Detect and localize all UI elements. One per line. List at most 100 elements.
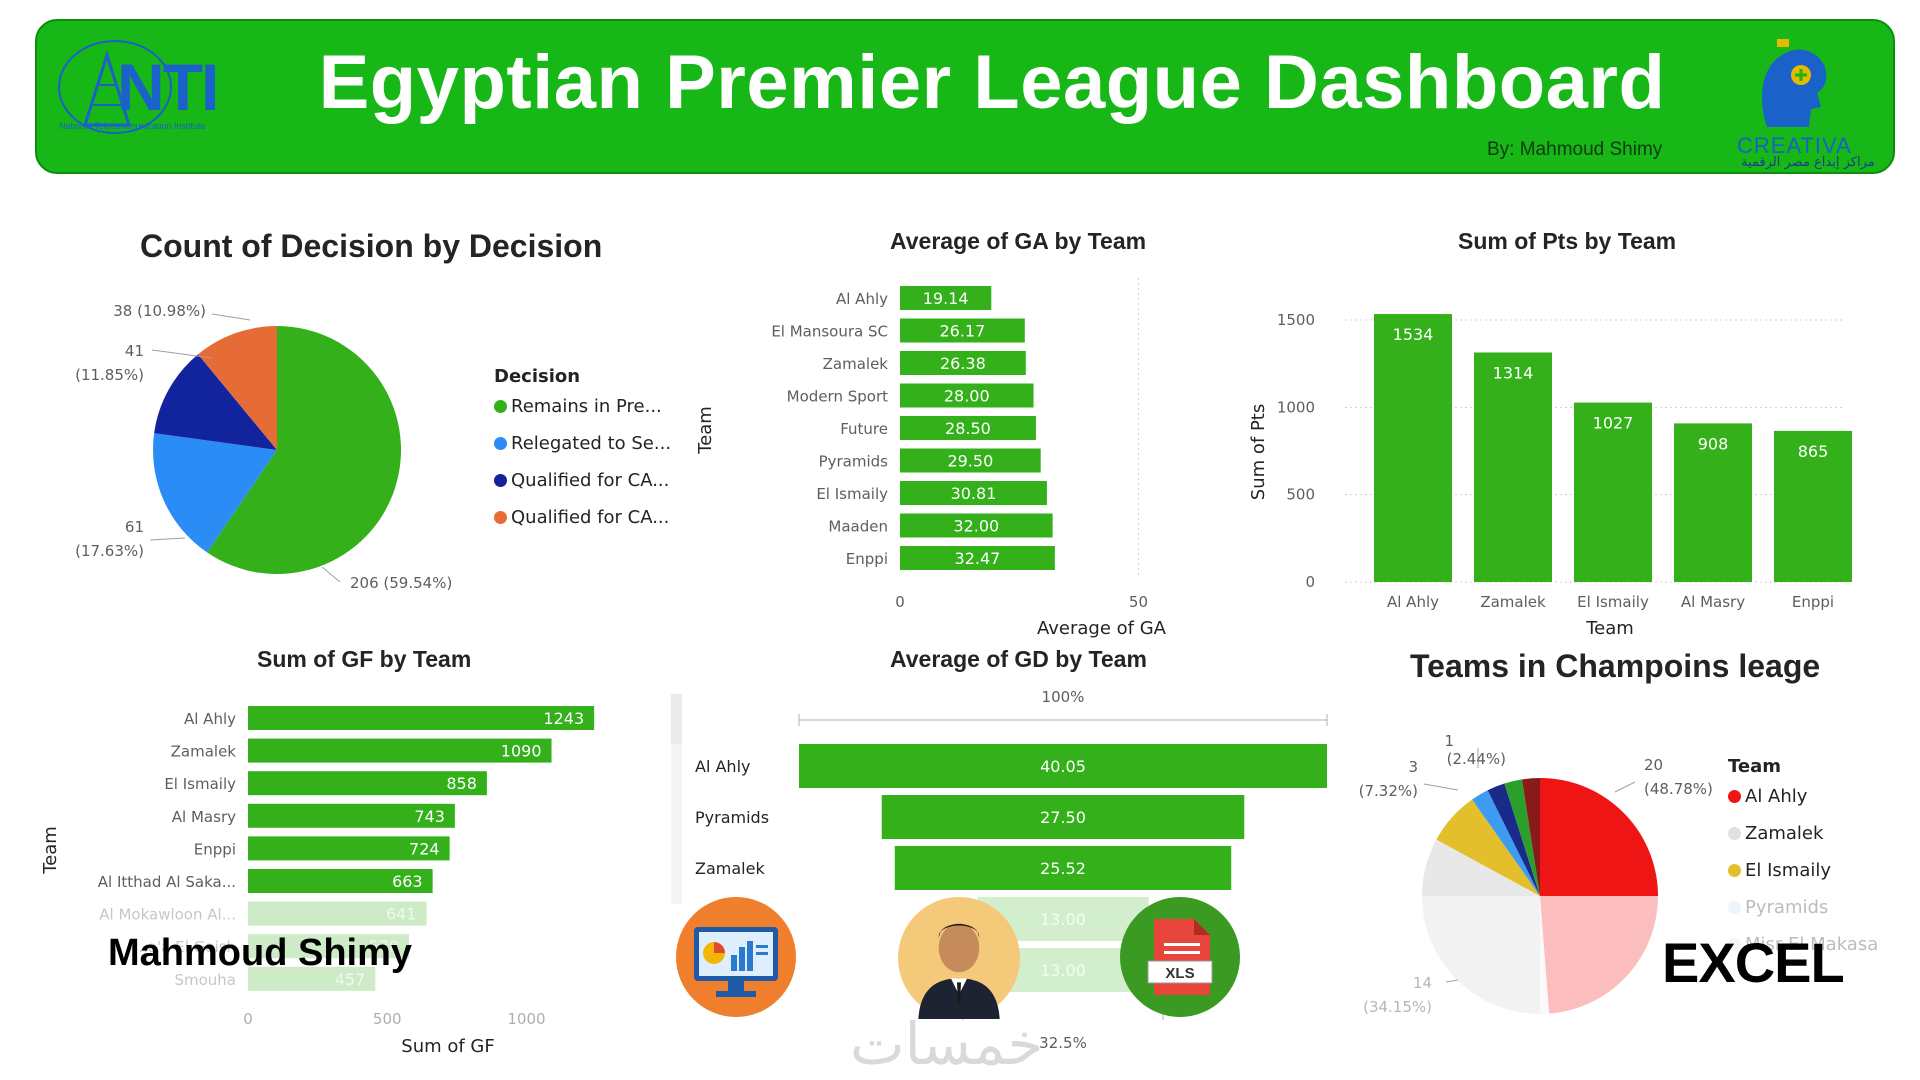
gf-value-label: 743: [414, 807, 445, 826]
decision-legend-item[interactable]: Qualified for CA...: [494, 507, 669, 528]
pts-value-label: 1027: [1593, 414, 1634, 433]
ga-value-label: 30.81: [951, 484, 997, 503]
ga-value-label: 19.14: [923, 289, 969, 308]
decision-pie-chart: 206 (59.54%) 61 (17.63%) 41 (11.85%) 38 (10.9…: [75, 302, 452, 592]
cl-legend-title: Team: [1728, 756, 1781, 777]
gd-bottom-label: 32.5%: [1039, 1034, 1087, 1052]
cl-pie-slice: [1521, 778, 1540, 896]
gf-value-label: 663: [392, 872, 423, 891]
gf-category-label: Smouha: [174, 971, 236, 989]
header-banner: NTI National Telecommunication Institute…: [35, 19, 1895, 174]
gf-category-label: El Ismaily: [164, 775, 236, 793]
gd-category-label: Al Ahly: [695, 757, 750, 776]
xls-badge-label: XLS: [1165, 965, 1194, 982]
cl-pie-fade: [1421, 896, 1540, 1015]
ga-category-label: Al Ahly: [836, 290, 888, 308]
pts-bar-title: Sum of Pts by Team: [1458, 228, 1677, 254]
cl-pie-data-label: 14: [1413, 974, 1432, 992]
legend-dot-icon: [1728, 790, 1741, 803]
cl-pie-leader: [1423, 783, 1459, 791]
decision-pie-slice: [198, 326, 277, 450]
ga-value-label: 26.38: [940, 354, 986, 373]
gd-funnel-bar: [881, 795, 1245, 839]
creativa-logo-icon: [1762, 39, 1827, 128]
creativa-logo-subtitle: مراكز إبداع مصر الرقمية: [1741, 155, 1875, 170]
watermark-text: خمسات: [850, 1010, 1044, 1078]
ga-bar: [900, 351, 1026, 375]
ga-category-label: Enppi: [846, 550, 888, 568]
cl-pie-slice: [1504, 779, 1540, 896]
cl-pie-slice: [1472, 790, 1540, 896]
gd-category-label: Pyramids: [695, 808, 769, 827]
cl-legend-item[interactable]: Zamalek: [1728, 823, 1823, 844]
pts-y-tick: 1500: [1277, 311, 1315, 329]
cl-pie-data-label: 3: [1408, 758, 1418, 776]
ga-x-axis-title: Average of GA: [1037, 618, 1167, 639]
pts-x-axis-title: Team: [1585, 618, 1634, 639]
ga-category-label: Pyramids: [819, 453, 889, 471]
gd-value-label: 27.50: [1040, 808, 1086, 827]
gf-bar: [248, 771, 487, 796]
ga-bar: [900, 448, 1041, 473]
cl-pie-slice: [1422, 839, 1550, 1014]
ga-bar: [900, 416, 1036, 440]
decision-legend-item[interactable]: Qualified for CA...: [494, 470, 669, 491]
cl-pie-data-label: (7.32%): [1359, 782, 1418, 800]
cl-legend-item[interactable]: El Ismaily: [1728, 860, 1831, 881]
excel-label-overlay: EXCEL: [1662, 931, 1845, 994]
decision-pie-data-label: (11.85%): [75, 366, 144, 384]
cl-legend-item[interactable]: Misr El Makasa: [1728, 934, 1878, 955]
gf-value-label: 457: [335, 970, 366, 989]
legend-dot-icon: [494, 474, 507, 487]
gf-value-label: 1243: [543, 709, 584, 728]
gf-category-label: Al Masry: [172, 808, 236, 826]
cl-legend-item[interactable]: Pyramids: [1728, 897, 1828, 918]
legend-label: El Ismaily: [1745, 860, 1832, 881]
pts-value-label: 908: [1698, 434, 1729, 453]
cl-pie-data-label: 20: [1644, 756, 1663, 774]
decision-pie-data-label: 41: [125, 342, 144, 360]
gf-category-label: Al Ahly: [184, 710, 236, 728]
ga-value-label: 28.00: [944, 387, 990, 406]
legend-dot-icon: [494, 400, 507, 413]
ga-y-axis-title: Team: [695, 406, 716, 455]
legend-dot-icon: [494, 511, 507, 524]
gf-bar: [248, 901, 427, 926]
cl-pie-chart: 20 (48.78%) 14 (34.15%) 3 (7.32%) 1(2.44%): [1359, 732, 1713, 1016]
cl-legend-item[interactable]: Al Ahly: [1728, 786, 1807, 807]
ga-bar: [900, 318, 1025, 343]
legend-label: Remains in Pre...: [511, 396, 662, 417]
gf-value-label: 724: [409, 839, 440, 858]
ga-bar: [900, 286, 992, 310]
cl-pie-leader: [1445, 979, 1459, 983]
gf-category-label: Al Itthad Al Saka...: [98, 873, 236, 891]
gd-value-label: 13.00: [1040, 961, 1086, 980]
cl-pie-slice: [1487, 783, 1540, 896]
decision-pie-data-label: 38 (10.98%): [113, 302, 206, 320]
gd-category-label: Zamalek: [695, 859, 765, 878]
cl-pie-data-label: (48.78%): [1644, 780, 1713, 798]
pts-bar-chart: 0 500 1000 1500 1534 Al Ahly 1314 Zamalek 1027 El…: [1248, 311, 1852, 639]
pts-bar: [1574, 402, 1652, 582]
pts-bar: [1374, 314, 1452, 582]
legend-dot-icon: [1728, 864, 1741, 877]
ga-bar: [900, 383, 1034, 408]
ga-value-label: 26.17: [939, 322, 985, 341]
pts-value-label: 1314: [1493, 363, 1534, 382]
decision-pie-data-label: (17.63%): [75, 542, 144, 560]
gf-bar: [248, 836, 450, 861]
legend-label: Relegated to Se...: [511, 433, 672, 454]
decision-legend-item[interactable]: Relegated to Se...: [494, 433, 671, 454]
decision-legend-item[interactable]: Remains in Pre...: [494, 396, 662, 417]
gf-bar-chart: Al Ahly 1243 Zamalek 1090 El Ismaily 858 Al Ma…: [40, 706, 595, 1057]
legend-dot-icon: [494, 437, 507, 450]
gf-category-label: ...a'a El Gaish: [134, 938, 236, 956]
decision-pie-leader: [151, 349, 213, 359]
ga-bar: [900, 546, 1055, 570]
legend-dot-icon: [1728, 901, 1741, 914]
decision-pie-slice: [207, 326, 401, 574]
gd-value-label: 13.00: [1040, 910, 1086, 929]
gf-x-tick: 500: [373, 1010, 402, 1028]
legend-dot-icon: [1728, 938, 1741, 951]
decision-pie-data-label: 206 (59.54%): [350, 574, 452, 592]
